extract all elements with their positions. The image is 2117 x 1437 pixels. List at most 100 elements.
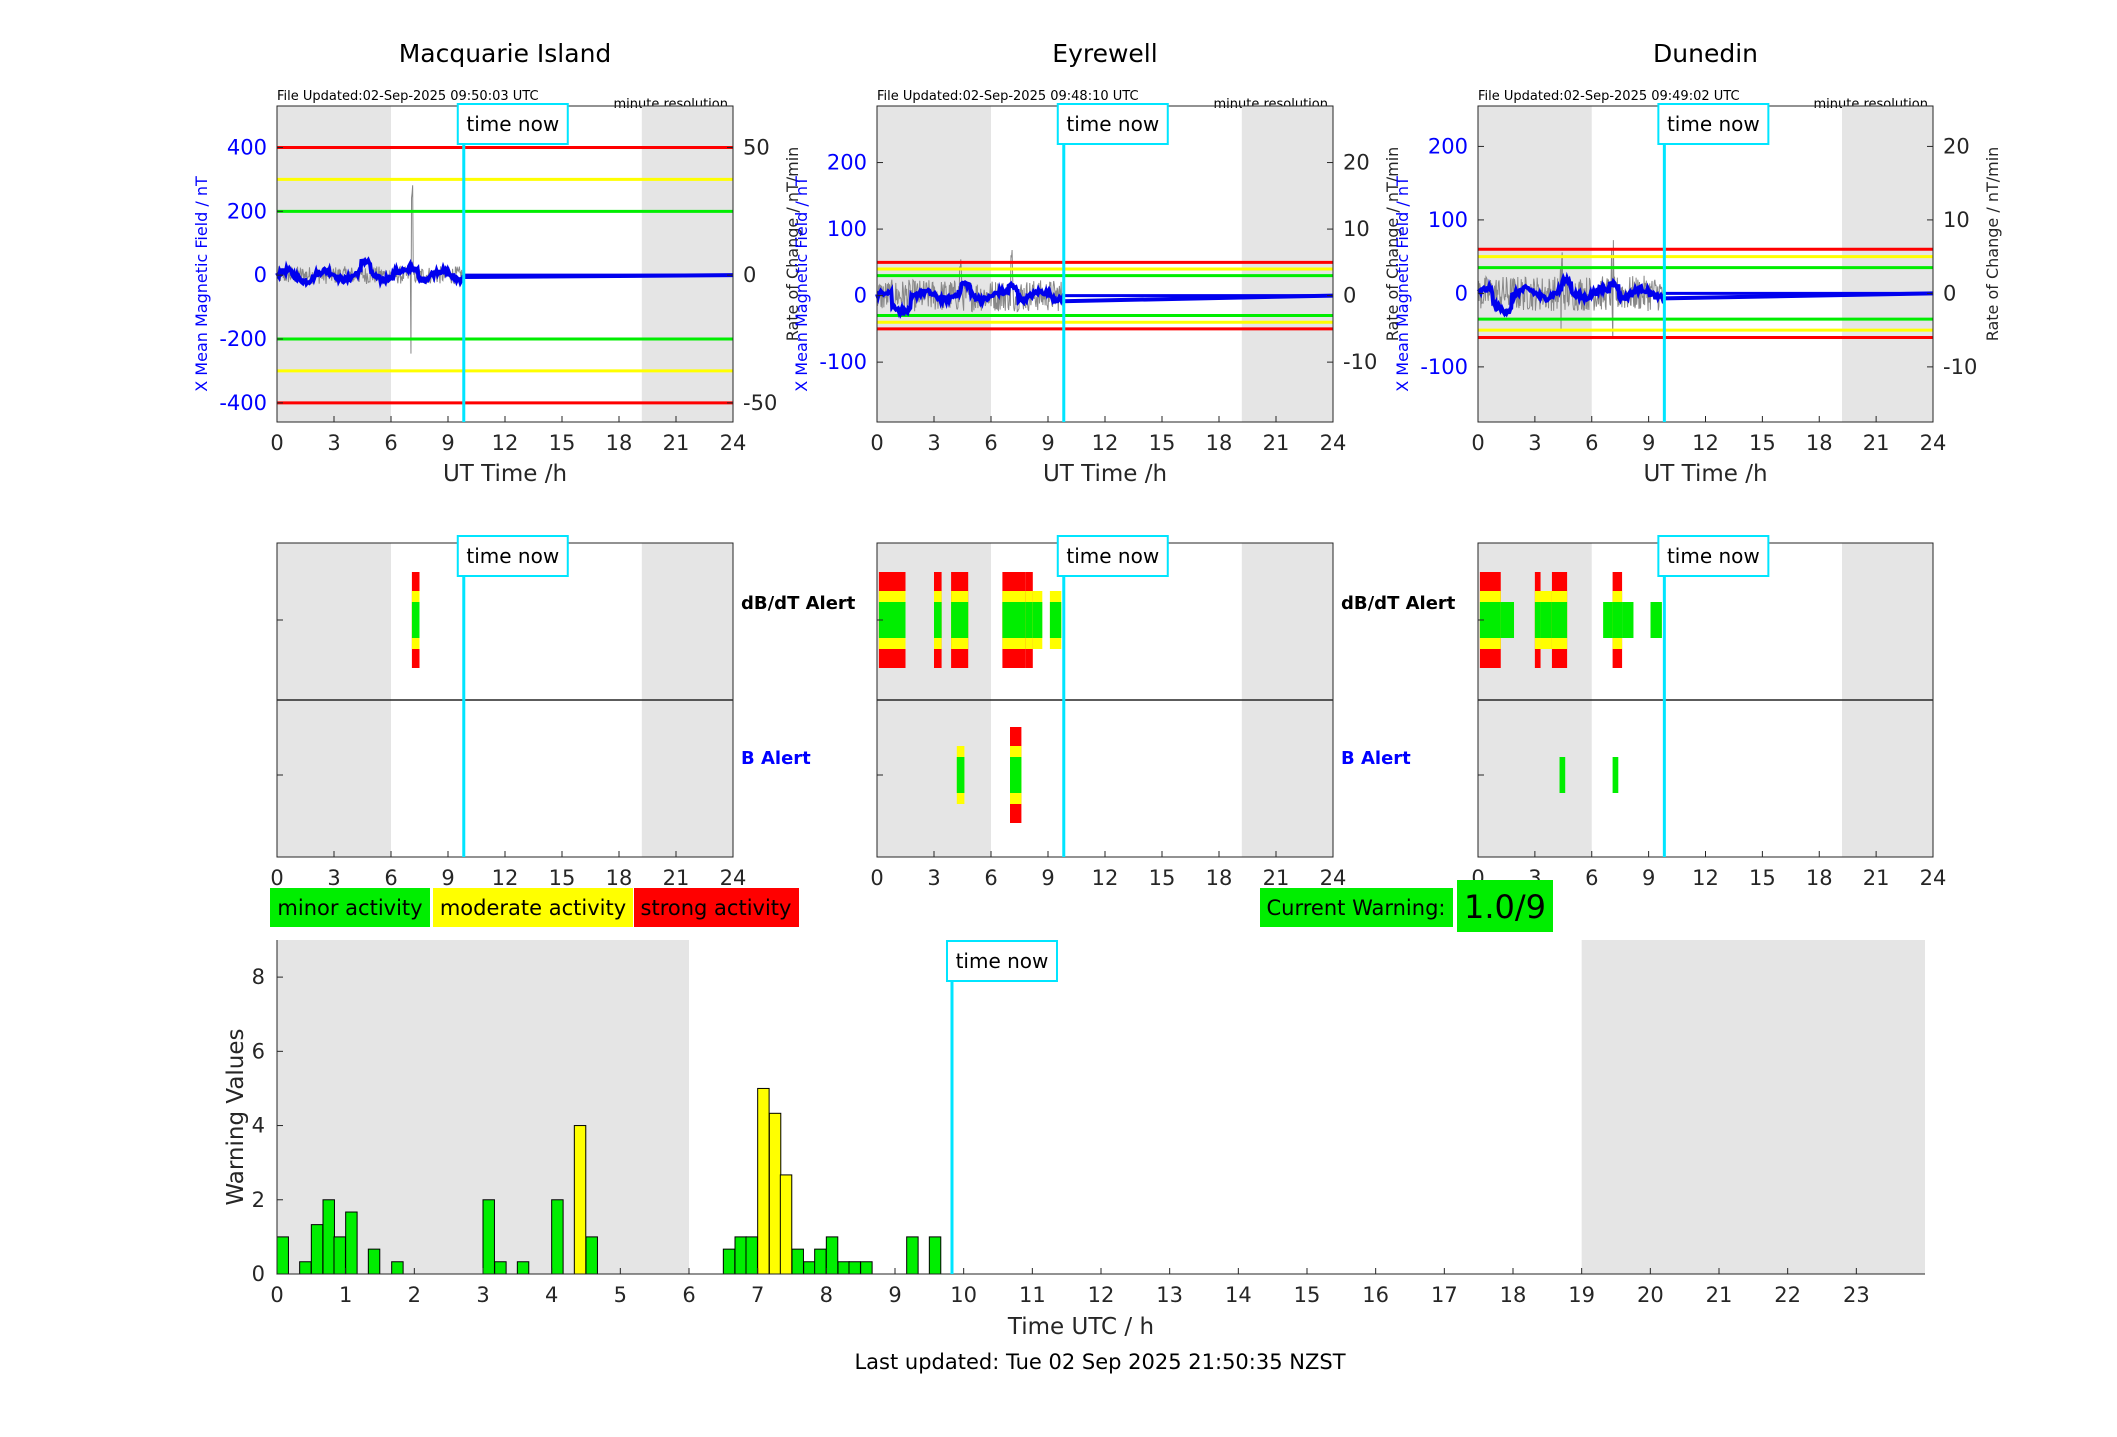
warning-bar (345, 1211, 358, 1275)
x-tick-label: 12 (492, 866, 519, 890)
warning-bar (837, 1261, 850, 1275)
dbdt-alert-bar (1500, 602, 1515, 638)
file-updated-text: File Updated:02-Sep-2025 09:50:03 UTC (277, 89, 539, 104)
x-tick-label: 15 (1749, 866, 1776, 890)
y2-tick-label: 10 (1343, 217, 1370, 241)
warning-bar (860, 1261, 873, 1275)
x-tick-label: 24 (1920, 866, 1947, 890)
x-tick-label: 0 (270, 866, 283, 890)
dbdt-alert-bar (1002, 602, 1026, 638)
x-tick-label: 4 (545, 1283, 558, 1307)
warning-bar (814, 1248, 827, 1275)
x-tick-label: 12 (1692, 866, 1719, 890)
x-tick-label: 6 (1585, 431, 1598, 455)
y2-tick-label: 20 (1943, 134, 1970, 158)
y-tick-label: 4 (252, 1114, 265, 1138)
x-tick-label: 1 (339, 1283, 352, 1307)
warning-bar (768, 1112, 782, 1275)
x-tick-label: 21 (663, 866, 690, 890)
station-title: Eyrewell (1052, 39, 1157, 68)
x-tick-label: 7 (751, 1283, 764, 1307)
legend-strong-swatch (634, 888, 799, 927)
y-tick-label: 200 (827, 151, 867, 175)
x-tick-label: 9 (1642, 431, 1655, 455)
x-tick-label: 12 (492, 431, 519, 455)
dbdt-alert-bar (1479, 602, 1501, 638)
file-updated-text: File Updated:02-Sep-2025 09:48:10 UTC (877, 89, 1139, 104)
x-tick-label: 9 (441, 431, 454, 455)
y2-tick-label: 20 (1343, 151, 1370, 175)
x-axis-label: UT Time /h (443, 461, 567, 487)
warning-bar (310, 1224, 324, 1275)
y-tick-label: -400 (219, 391, 267, 415)
x-tick-label: 2 (408, 1283, 421, 1307)
dbdt-alert-bar (1032, 602, 1043, 638)
x-axis-label: UT Time /h (1643, 461, 1767, 487)
x-tick-label: 0 (870, 431, 883, 455)
x-tick-label: 22 (1774, 1283, 1801, 1307)
x-tick-label: 12 (1092, 431, 1119, 455)
night-shading (877, 106, 991, 422)
x-tick-label: 18 (1806, 866, 1833, 890)
alert-panel-1: 0 3 6 9 12 15 18 21 24 time now dB/dT Alert B Alert (270, 535, 856, 890)
x-tick-label: 0 (870, 866, 883, 890)
legend-minor-swatch (270, 888, 430, 927)
time-now-box (945, 940, 1058, 982)
x-tick-label: 8 (820, 1283, 833, 1307)
x-tick-label: 3 (927, 431, 940, 455)
b-alert-bar (1010, 757, 1022, 793)
x-tick-label: 6 (384, 431, 397, 455)
warning-bar (757, 1087, 770, 1275)
time-now-box (1056, 103, 1169, 145)
warning-bar (516, 1261, 530, 1275)
warning-bar (276, 1236, 289, 1275)
warning-bar (722, 1248, 736, 1275)
time-now-label: time now (466, 112, 559, 136)
x-tick-label: 17 (1431, 1283, 1458, 1307)
x-tick-label: 11 (1019, 1283, 1046, 1307)
x-tick-label: 6 (384, 866, 397, 890)
x-tick-label: 24 (1320, 866, 1347, 890)
y2-axis-label: Rate of Change / nT/min (1983, 147, 2002, 342)
dbdt-alert-bar (951, 602, 969, 638)
x-tick-label: 21 (1263, 866, 1290, 890)
current-warning: Current Warning: 1.0/9 (1260, 880, 1553, 932)
legend-strong-label: strong activity (641, 896, 792, 920)
legend-moderate-label: moderate activity (440, 896, 626, 920)
night-shading (641, 106, 733, 422)
x-tick-label: 12 (1692, 431, 1719, 455)
x-tick-label: 0 (1471, 431, 1484, 455)
dbdt-alert-bar (1612, 602, 1623, 638)
time-now-box (1657, 535, 1770, 577)
y-axis-label: X Mean Magnetic Field / nT (1393, 176, 1412, 392)
time-now-box (1657, 103, 1770, 145)
warning-bar (928, 1236, 942, 1275)
station-panel-2: Eyrewell File Updated:02-Sep-2025 09:48:1… (792, 39, 1402, 487)
warning-bar (551, 1199, 564, 1275)
x-tick-label: 16 (1362, 1283, 1389, 1307)
x-tick-label: 15 (1149, 866, 1176, 890)
y-axis-label: Warning Values (223, 1028, 249, 1205)
activity-legend: minor activity moderate activity strong ac… (270, 888, 799, 927)
x-tick-label: 18 (1806, 431, 1833, 455)
x-tick-label: 3 (327, 431, 340, 455)
y-tick-label: 400 (227, 135, 267, 159)
b-alert-bar (1612, 757, 1619, 793)
b-alert-bar (956, 757, 965, 793)
y2-tick-label: 0 (1343, 284, 1356, 308)
x-tick-label: 3 (327, 866, 340, 890)
y2-tick-label: -10 (1343, 350, 1377, 374)
dbdt-alert-bar (1534, 602, 1541, 638)
warning-bar (803, 1261, 816, 1275)
warning-bar (322, 1199, 335, 1275)
y-tick-label: 200 (1428, 134, 1468, 158)
x-tick-label: 15 (1149, 431, 1176, 455)
warning-bar (734, 1236, 747, 1275)
y-tick-label: -200 (219, 327, 267, 351)
x-tick-label: 12 (1088, 1283, 1115, 1307)
x-tick-label: 3 (476, 1283, 489, 1307)
current-warning-label: Current Warning: (1267, 896, 1446, 920)
